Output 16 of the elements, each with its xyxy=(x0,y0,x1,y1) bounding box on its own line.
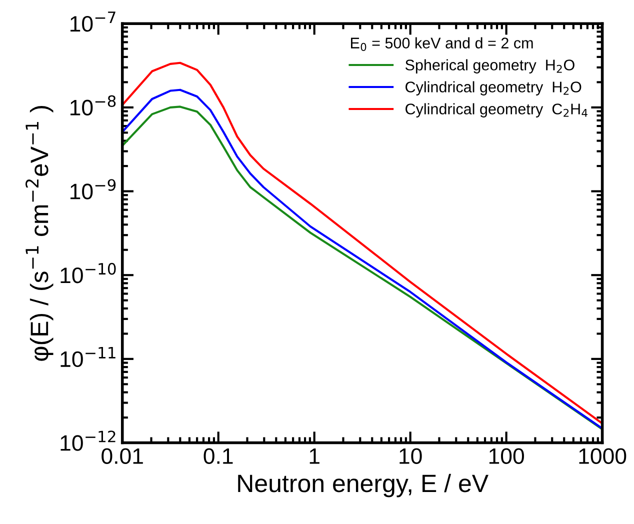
x-tick-label: 1000 xyxy=(579,448,626,464)
y-tick-label: 10$^{−9}$ xyxy=(70,179,116,200)
y-tick-label: 10$^{−7}$ xyxy=(70,12,116,32)
legend-label: Spherical geometry H$_{2}$O xyxy=(405,59,574,74)
x-tick-label: 0.1 xyxy=(204,448,233,464)
x-tick-label: 10 xyxy=(400,448,422,464)
legend-label: Cylindrical geometry C$_{2}$H$_{4}$ xyxy=(406,103,588,118)
x-axis-title: Neutron energy, E / eV xyxy=(238,474,488,498)
legend-label: Cylindrical geometry H$_{2}$O xyxy=(406,81,582,96)
y-axis-title: φ(E) / (s$^{−1}$ cm$^{−2}$eV$^{−1}$ ) xyxy=(26,106,54,361)
legend-title: E$_{0}$ = 500 keV and d = 2 cm xyxy=(351,37,533,51)
x-tick-label: 100 xyxy=(489,448,524,464)
y-tick-label: 10$^{−10}$ xyxy=(60,262,116,284)
y-tick-label: 10$^{−11}$ xyxy=(60,346,116,368)
y-tick-label: 10$^{−8}$ xyxy=(70,95,116,116)
x-tick-label: 1 xyxy=(310,448,320,464)
